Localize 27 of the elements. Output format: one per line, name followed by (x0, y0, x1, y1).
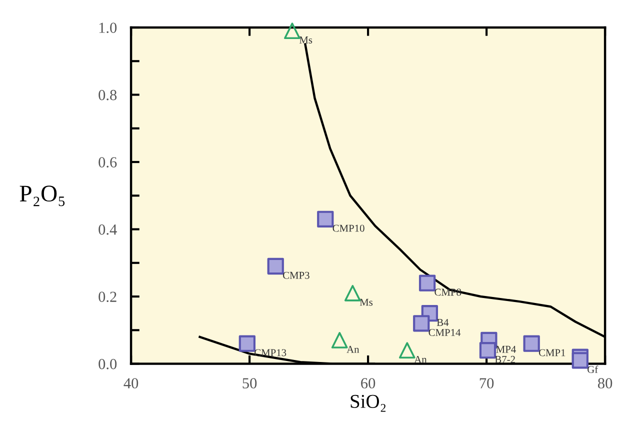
annotation: An (414, 356, 427, 363)
annotation: B4 (436, 318, 449, 326)
annotation: CMP14 (428, 329, 461, 336)
annotation: CMP3 (282, 272, 310, 279)
annotation: CMP8 (434, 288, 462, 296)
annotation: CMP13 (254, 349, 286, 356)
x-tick-label: 50 (242, 378, 257, 388)
x-tick-label: 80 (598, 378, 612, 388)
y-axis-title: P₂O₅ (20, 186, 65, 206)
x-tick-label: 60 (361, 378, 376, 388)
annotation: Gf (588, 366, 598, 374)
y-tick-label: 0.4 (98, 224, 117, 235)
annotation: B7-2 (494, 356, 515, 363)
y-tick-label: 0.0 (98, 358, 117, 370)
annotation: An (346, 346, 360, 353)
x-tick-label: 40 (124, 378, 138, 388)
annotation: CMP10 (332, 224, 364, 232)
x-tick-label: 70 (480, 378, 494, 388)
annotation: Ms (299, 36, 312, 44)
annotation: MP4 (496, 346, 516, 353)
y-tick-label: 0.2 (98, 292, 116, 302)
x-axis-title: SiO₂ (350, 394, 386, 412)
annotation: CMP1 (538, 349, 566, 356)
y-tick-label: 0.6 (98, 157, 117, 168)
y-tick-label: 1.0 (99, 22, 117, 34)
annotation: Ms (360, 298, 373, 306)
y-tick-label: 0.8 (98, 90, 117, 100)
